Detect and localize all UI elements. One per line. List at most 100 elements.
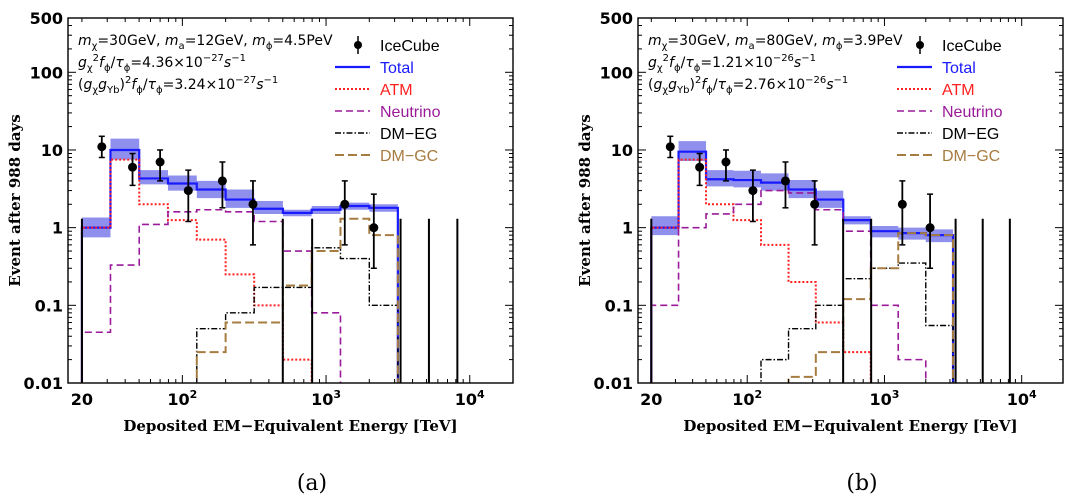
annotation-part: 2: [663, 53, 669, 64]
legend-label-3: DM−EG: [380, 126, 437, 143]
data-point-5: [248, 180, 258, 246]
data-marker: [665, 142, 675, 152]
annotation-part: g: [78, 55, 87, 71]
annotation-line-2: (gχgYb)2fϕ/τϕ=2.76×10−26s−1: [648, 75, 848, 96]
parameter-annotation: mχ=30GeV, ma=80GeV, mϕ=3.9PeVgχ2fϕ/τϕ=1.…: [648, 33, 903, 96]
annotation-part: ϕ: [836, 41, 843, 52]
annotation-part: m: [252, 33, 266, 49]
annotation-part: χ: [87, 63, 93, 74]
series-line-0: [80, 148, 399, 383]
annotation-part: (: [78, 77, 83, 93]
annotation-part: f: [99, 55, 106, 71]
data-marker: [780, 176, 790, 186]
annotation-part: Yb: [676, 85, 689, 96]
annotation-part: =30GeV,: [97, 33, 164, 49]
annotation-part: −1: [231, 53, 246, 64]
data-point-0: [665, 135, 675, 159]
uncertainty-band: [81, 138, 398, 238]
data-marker: [128, 162, 138, 172]
annotation-part: =2.76×10: [733, 77, 805, 93]
y-tick-label-3: 10: [611, 141, 633, 160]
annotation-part: =80GeV,: [755, 33, 822, 49]
annotation-part: −1: [801, 53, 816, 64]
parameter-annotation: mχ=30GeV, ma=12GeV, mϕ=4.5PeVgχ2fϕ/τϕ=4.…: [78, 33, 333, 96]
tick-exponent: 4: [477, 388, 485, 401]
annotation-part: =4.36×10: [130, 55, 202, 71]
annotation-part: ): [690, 77, 695, 93]
annotation-part: −27: [203, 53, 224, 64]
annotation-part: ϕ: [694, 63, 701, 74]
y-tick-label-1: 0.1: [605, 296, 633, 315]
annotation-part: −1: [264, 75, 279, 86]
annotation-part: g: [83, 77, 92, 93]
annotation-part: χ: [92, 85, 98, 96]
x-tick-label-0: 20: [640, 390, 662, 409]
y-tick-label-5: 500: [30, 9, 63, 28]
annotation-line-2: (gχgYb)2fϕ/τϕ=3.24×10−27s−1: [78, 75, 278, 96]
series-line-4: [195, 217, 399, 383]
plot-area: [650, 135, 1011, 383]
annotation-part: m: [822, 33, 836, 49]
annotation-part: ϕ: [156, 85, 163, 96]
y-tick-label-4: 100: [30, 63, 63, 82]
annotation-part: ϕ: [266, 41, 273, 52]
tick-exponent: 4: [1029, 388, 1037, 401]
legend-icecube-marker: [916, 41, 924, 49]
annotation-part: τ: [718, 77, 727, 93]
uncertainty-band: [651, 141, 954, 243]
tick-base: 10: [455, 390, 477, 409]
annotation-line-0: mχ=30GeV, ma=80GeV, mϕ=3.9PeV: [648, 33, 903, 52]
y-tick-label-1: 0.1: [35, 296, 63, 315]
series-line-3: [196, 247, 399, 383]
legend: IceCube Total ATM Neutrino DM−EG DM−GC: [897, 36, 1003, 165]
data-marker: [897, 199, 907, 209]
legend-label-3: DM−EG: [942, 126, 999, 143]
series-line-1: [80, 158, 313, 383]
data-point-0: [97, 135, 107, 159]
y-tick-label-4: 100: [600, 63, 633, 82]
annotation-part: m: [648, 33, 662, 49]
annotation-part: f: [701, 77, 708, 93]
data-point-3: [183, 169, 193, 223]
annotation-part: a: [749, 41, 755, 52]
legend-label-2: Neutrino: [380, 104, 441, 121]
data-point-6: [340, 180, 350, 246]
tick-base: 20: [640, 390, 662, 409]
annotation-part: =12GeV,: [185, 33, 252, 49]
annotation-line-1: gχ2fϕ/τϕ=4.36×10−27s−1: [78, 53, 246, 74]
annotation-part: g: [668, 77, 677, 93]
annotation-part: −26: [773, 53, 794, 64]
y-axis-title: Event after 988 days: [576, 114, 594, 286]
data-point-4: [780, 161, 790, 209]
annotation-part: /: [111, 55, 116, 71]
y-tick-label-2: 1: [52, 219, 63, 238]
tick-base: 10: [167, 390, 189, 409]
y-tick-label-3: 10: [41, 141, 63, 160]
annotation-part: −26: [805, 75, 826, 86]
data-marker: [695, 162, 705, 172]
data-point-4: [217, 161, 227, 209]
legend-label-1: ATM: [942, 82, 975, 99]
annotation-part: Yb: [106, 85, 119, 96]
legend: IceCube Total ATM Neutrino DM−EG DM−GC: [335, 36, 441, 165]
annotation-part: =3.24×10: [163, 77, 235, 93]
data-marker: [340, 199, 350, 209]
tick-base: 10: [732, 390, 754, 409]
data-point-2: [721, 149, 731, 182]
data-marker: [810, 199, 820, 209]
annotation-part: −27: [235, 75, 256, 86]
legend-label-4: DM−GC: [380, 148, 438, 165]
data-marker: [748, 186, 758, 196]
data-point-7: [369, 193, 379, 270]
x-tick-label-2: 103: [311, 388, 341, 409]
annotation-part: ϕ: [674, 63, 681, 74]
annotation-part: ): [120, 77, 125, 93]
annotation-part: τ: [685, 55, 694, 71]
legend-label-0: Total: [380, 60, 414, 77]
data-point-6: [897, 180, 907, 246]
annotation-part: 2: [125, 75, 131, 86]
tick-exponent: 2: [190, 388, 198, 401]
data-marker: [369, 223, 379, 233]
annotation-part: m: [735, 33, 749, 49]
